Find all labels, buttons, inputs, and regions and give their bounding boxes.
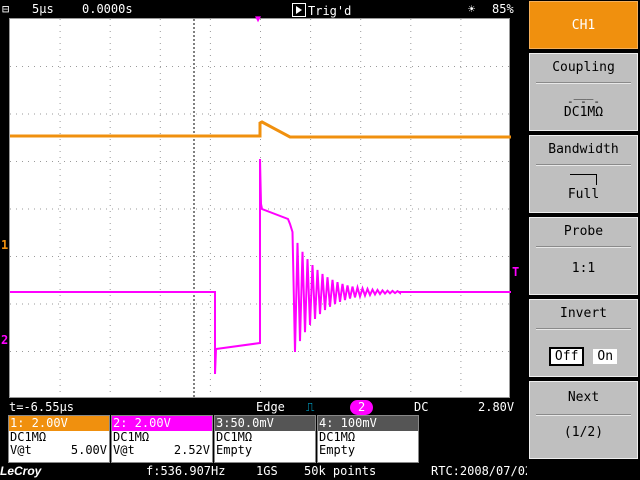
ch1-waveform [10,120,511,139]
frequency-readout: f:536.907Hz [146,464,226,478]
delay-readout: 0.0000s [82,2,133,16]
softkey-menu: CH1 Coupling ___ - - - DC1MΩ Bandwidth Fu… [527,0,640,480]
ch3-header: 3:50.0mV [215,416,315,431]
ch3-measure: Empty [216,443,253,457]
points-readout: 50k points [304,464,377,478]
ch1-measure-value: 5.00V [70,443,107,457]
divider [536,246,631,248]
ch1-menu-title-text: CH1 [571,18,596,33]
ch2-measure: V@t 2.52V [112,444,212,457]
timebase-icon: ⊟ [2,2,10,16]
ch3-coupling: DC1MΩ [216,430,253,444]
brand-logo: LeCroy [0,464,42,478]
ch4-header: 4: 100mV [318,416,418,431]
coupling-softkey[interactable]: Coupling ___ - - - DC1MΩ [529,53,638,131]
ch2-measure-value: 2.52V [173,443,210,457]
status-bar: ⊟ 5µs 0.0000s Trig'd ☀ 85% [0,0,526,18]
ch1-measure: V@t 5.00V [9,444,109,457]
ch1-coupling: DC1MΩ [10,430,47,444]
ch2-measure-label: V@t [113,443,135,457]
invert-softkey[interactable]: Invert Off On [529,299,638,377]
bandwidth-label: Bandwidth [548,142,619,157]
ch4-coupling: DC1MΩ [319,430,356,444]
trigger-position-marker: ▼ [255,14,262,25]
trigger-time-readout: t=-6.55µs [9,400,75,414]
invert-off-option[interactable]: Off [548,347,585,366]
next-softkey[interactable]: Next (1/2) [529,381,638,459]
dc-coupling-icon: ___ - - - [566,87,601,108]
ch3-info-box[interactable]: 3:50.0mV DC1MΩ Empty [214,415,316,463]
coupling-value: DC1MΩ [563,105,604,120]
divider [536,82,631,84]
next-label: Next [567,390,600,405]
trigger-level: 2.80V [478,400,515,414]
invert-on-option[interactable]: On [592,348,619,365]
ch2-header: 2: 2.00V [112,416,212,431]
ch1-marker: 1 [1,238,9,252]
trigger-status: Trig'd [292,1,351,19]
rising-edge-icon: ⎍ [306,400,315,414]
divider [536,328,631,330]
trigger-type: Edge [256,400,285,414]
brightness-icon: ☀ [468,2,476,16]
ch4-info-box[interactable]: 4: 100mV DC1MΩ Empty [317,415,419,463]
coupling-label: Coupling [552,60,615,75]
probe-softkey[interactable]: Probe 1:1 [529,217,638,295]
bandwidth-softkey[interactable]: Bandwidth Full [529,135,638,213]
divider [536,414,631,416]
trigger-coupling: DC [414,400,429,414]
ch1-info-box[interactable]: 1: 2.00V DC1MΩ V@t 5.00V [8,415,110,463]
play-icon [292,3,306,17]
bandwidth-value: Full [567,187,600,202]
ch1-header: 1: 2.00V [9,416,109,431]
divider [536,164,631,166]
probe-label: Probe [563,224,604,239]
sample-rate-readout: 1GS [256,464,278,478]
ch1-menu-title[interactable]: CH1 [529,1,638,49]
brightness-readout: 85% [492,2,514,16]
invert-toggle[interactable]: Off On [530,347,637,366]
trigger-status-text: Trig'd [308,4,352,18]
ch2-waveform [10,158,511,375]
ch2-info-box[interactable]: 2: 2.00V DC1MΩ V@t 2.52V [111,415,213,463]
trigger-source-badge: 2 [350,400,374,415]
ch2-coupling: DC1MΩ [113,430,150,444]
waveform-display[interactable] [9,18,511,399]
next-page: (1/2) [563,425,604,440]
lowpass-filter-icon [570,174,597,185]
ch2-marker: 2 [1,333,9,347]
trigger-level-marker: T [512,265,520,279]
invert-label: Invert [560,306,607,321]
ch1-measure-label: V@t [10,443,32,457]
ch4-measure: Empty [319,443,356,457]
probe-value: 1:1 [571,261,596,276]
timebase-readout: 5µs [32,2,54,16]
waveform-svg [10,19,511,399]
